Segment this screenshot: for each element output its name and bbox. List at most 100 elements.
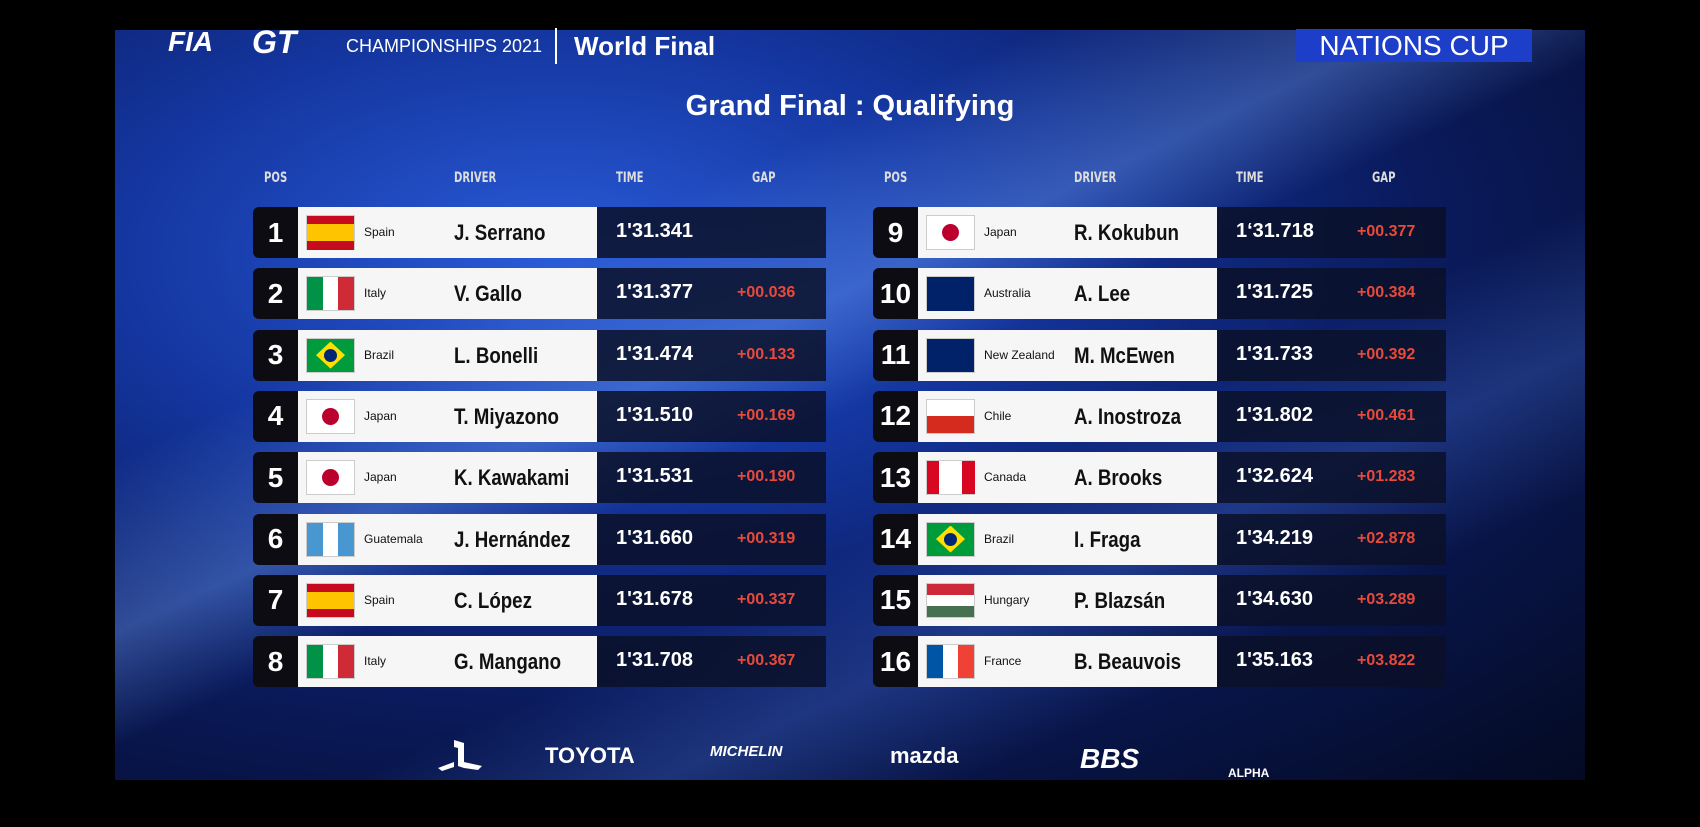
flag-stripe xyxy=(322,645,339,679)
time-cell: 1'31.802 +00.461 xyxy=(1217,390,1446,442)
position: 4 xyxy=(253,390,298,442)
time-cell: 1'31.725 +00.384 xyxy=(1217,268,1446,320)
driver-name: I. Fraga xyxy=(1074,526,1141,552)
driver-cell: Spain C. López xyxy=(298,574,597,626)
flag-stripe xyxy=(962,461,975,495)
flag-circle xyxy=(322,469,339,487)
flag-stripe xyxy=(338,645,355,679)
driver-name: R. Kokubun xyxy=(1074,220,1179,245)
lap-time: 1'31.708 xyxy=(616,649,694,672)
result-row: 11 New Zealand M. McEwen 1'31.733 +00.392 xyxy=(873,329,1446,381)
flag-stripe xyxy=(307,592,354,601)
driver-name: C. López xyxy=(454,587,532,613)
lap-time: 1'34.630 xyxy=(1236,587,1314,610)
driver-cell: Brazil L. Bonelli xyxy=(298,329,597,381)
position: 6 xyxy=(253,513,298,565)
country-flag xyxy=(926,276,975,312)
flag-stripe xyxy=(307,608,354,618)
position: 10 xyxy=(873,268,918,320)
gap-time: +00.384 xyxy=(1357,284,1416,302)
lap-time: 1'31.725 xyxy=(1236,281,1314,304)
country-name: Guatemala xyxy=(364,531,423,546)
sponsor-logo: mazda xyxy=(890,743,959,768)
lap-time: 1'31.531 xyxy=(616,465,694,488)
gap-time: +00.169 xyxy=(737,406,796,424)
result-row: 8 Italy G. Mangano 1'31.708 +00.367 xyxy=(253,636,826,688)
country-flag xyxy=(926,398,975,434)
driver-name: P. Blazsán xyxy=(1074,587,1166,613)
position: 2 xyxy=(253,268,298,320)
country-flag xyxy=(926,582,975,618)
gap-time: +00.392 xyxy=(1357,345,1416,363)
flag-globe xyxy=(944,532,957,546)
time-cell: 1'34.219 +02.878 xyxy=(1217,513,1446,565)
time-cell: 1'31.733 +00.392 xyxy=(1217,329,1446,381)
result-row: 15 Hungary P. Blazsán 1'34.630 +03.289 xyxy=(873,574,1446,626)
country-flag xyxy=(306,521,355,557)
country-flag xyxy=(306,460,355,496)
time-cell: 1'34.630 +03.289 xyxy=(1217,574,1446,626)
stage-name: World Final xyxy=(574,31,716,61)
lap-time: 1'31.474 xyxy=(616,342,694,365)
position: 14 xyxy=(873,513,918,565)
position: 5 xyxy=(253,452,298,504)
gap-time: +00.319 xyxy=(737,529,796,547)
time-cell: 1'31.341 xyxy=(597,207,826,258)
sponsor-logo: ALPHA xyxy=(1228,766,1270,780)
result-row: 4 Japan T. Miyazono 1'31.510 +00.169 xyxy=(253,390,826,442)
column-header: POS xyxy=(884,170,908,186)
driver-cell: Italy G. Mangano xyxy=(298,636,597,688)
country-name: France xyxy=(984,654,1022,669)
driver-name: A. Inostroza xyxy=(1074,403,1182,429)
driver-cell: Guatemala J. Hernández xyxy=(298,513,597,565)
time-cell: 1'31.377 +00.036 xyxy=(597,268,826,320)
position: 12 xyxy=(873,390,918,442)
result-row: 6 Guatemala J. Hernández 1'31.660 +00.319 xyxy=(253,513,826,565)
position: 9 xyxy=(873,207,918,258)
position: 1 xyxy=(253,207,298,258)
driver-cell: New Zealand M. McEwen xyxy=(918,329,1217,381)
country-flag xyxy=(306,215,355,250)
country-name: Japan xyxy=(364,470,397,485)
flag-circle xyxy=(942,224,959,241)
driver-cell: Japan T. Miyazono xyxy=(298,390,597,442)
time-cell: 1'31.660 +00.319 xyxy=(597,513,826,565)
gap-time: +03.289 xyxy=(1357,590,1416,608)
gap-time: +03.822 xyxy=(1357,652,1416,670)
lap-time: 1'31.377 xyxy=(616,281,694,304)
position: 13 xyxy=(873,452,918,504)
gap-time: +00.190 xyxy=(737,468,796,486)
time-cell: 1'31.708 +00.367 xyxy=(597,636,826,688)
lap-time: 1'31.341 xyxy=(616,220,694,242)
time-cell: 1'35.163 +03.822 xyxy=(1217,636,1446,688)
country-name: Spain xyxy=(364,592,395,607)
country-name: New Zealand xyxy=(984,347,1055,362)
driver-cell: Japan K. Kawakami xyxy=(298,452,597,504)
flag-stripe xyxy=(307,232,354,242)
flag-stripe xyxy=(927,605,974,618)
time-cell: 1'31.531 +00.190 xyxy=(597,452,826,504)
country-name: Brazil xyxy=(364,347,395,362)
country-name: Japan xyxy=(984,225,1017,239)
flag-stripe xyxy=(950,461,963,495)
flag-stripe xyxy=(322,522,339,556)
result-row: 9 Japan R. Kokubun 1‘31.718 +00.377 xyxy=(873,207,1446,258)
country-flag xyxy=(926,644,975,680)
gap-time: +00.337 xyxy=(737,590,796,608)
time-cell: 1'32.624 +01.283 xyxy=(1217,452,1446,504)
position: 8 xyxy=(253,636,298,688)
driver-name: A. Brooks xyxy=(1074,465,1163,491)
sponsor-logo: BBS xyxy=(1080,743,1140,774)
result-row: 14 Brazil I. Fraga 1'34.219 +02.878 xyxy=(873,513,1446,565)
driver-cell: Italy V. Gallo xyxy=(298,268,597,320)
country-name: Spain xyxy=(364,225,395,239)
divider xyxy=(555,28,557,64)
gap-time: +00.367 xyxy=(737,652,796,670)
flag-stripe xyxy=(307,583,354,593)
driver-name: K. Kawakami xyxy=(454,465,570,491)
country-flag xyxy=(926,460,975,496)
flag-stripe xyxy=(307,645,324,679)
column-header: DRIVER xyxy=(454,170,497,186)
result-row: 5 Japan K. Kawakami 1'31.531 +00.190 xyxy=(253,452,826,504)
